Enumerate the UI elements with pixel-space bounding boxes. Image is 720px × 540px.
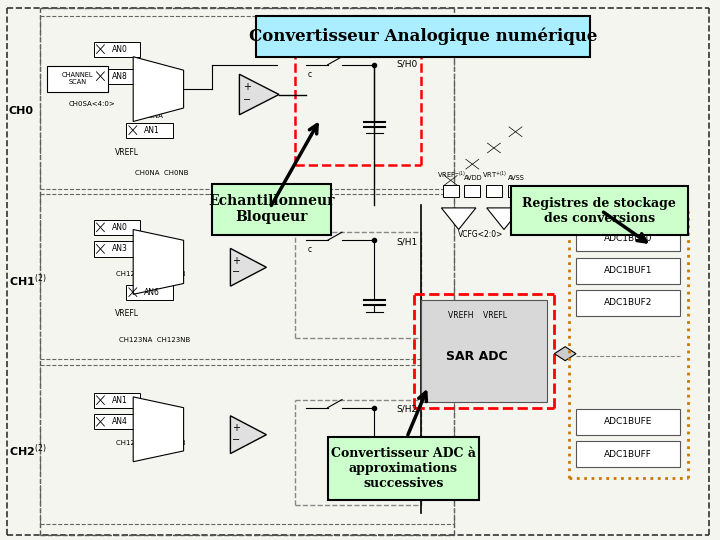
Text: AN0: AN0: [112, 223, 127, 232]
Polygon shape: [441, 208, 476, 230]
Text: ADC1BUF0: ADC1BUF0: [604, 234, 652, 242]
Text: −: −: [232, 267, 240, 277]
Text: SAR ADC: SAR ADC: [446, 350, 508, 363]
Text: AN4: AN4: [112, 417, 127, 426]
Polygon shape: [230, 248, 266, 286]
Text: −: −: [243, 95, 251, 105]
Polygon shape: [239, 75, 279, 115]
Polygon shape: [554, 347, 576, 361]
Bar: [511, 186, 688, 235]
Bar: [576, 409, 680, 435]
Text: VREFH    VREFL: VREFH VREFL: [448, 312, 506, 320]
Bar: [464, 185, 480, 197]
Text: AN8: AN8: [112, 72, 127, 80]
Bar: [212, 184, 331, 235]
Text: AN1: AN1: [112, 396, 127, 404]
Text: ADC1BUF2: ADC1BUF2: [604, 299, 652, 307]
Text: Convertisseur ADC à
approximations
successives: Convertisseur ADC à approximations succe…: [330, 447, 476, 490]
Polygon shape: [133, 230, 184, 294]
Text: VRT$^{+(1)}$: VRT$^{+(1)}$: [482, 170, 508, 181]
Polygon shape: [133, 397, 184, 462]
Text: CSCNA: CSCNA: [139, 113, 163, 119]
Bar: [94, 220, 140, 235]
Bar: [508, 185, 523, 197]
Bar: [328, 437, 479, 500]
Bar: [576, 225, 680, 251]
Text: AN6: AN6: [144, 288, 160, 296]
Polygon shape: [133, 57, 184, 122]
Text: Echantillonneur
Bloqueur: Echantillonneur Bloqueur: [209, 194, 335, 224]
Text: +: +: [243, 83, 251, 92]
Bar: [94, 69, 140, 84]
Text: Convertisseur Analogique numérique: Convertisseur Analogique numérique: [249, 28, 597, 45]
Text: VREFL: VREFL: [115, 309, 139, 318]
Text: S/H0: S/H0: [396, 59, 418, 69]
Polygon shape: [230, 416, 266, 454]
Bar: [421, 300, 547, 402]
Text: CH0SB<4:0>: CH0SB<4:0>: [135, 79, 181, 86]
Text: ADC1BUF1: ADC1BUF1: [604, 266, 652, 275]
Text: CHANNEL
SCAN: CHANNEL SCAN: [62, 72, 93, 85]
Text: AVSS: AVSS: [508, 175, 525, 181]
Text: CH0NA  CH0NB: CH0NA CH0NB: [135, 170, 189, 176]
Bar: [576, 258, 680, 284]
Bar: [94, 42, 140, 57]
Text: AN1: AN1: [144, 126, 160, 134]
Bar: [126, 285, 173, 300]
Bar: [486, 185, 502, 197]
Bar: [576, 441, 680, 467]
Text: Registres de stockage
des conversions: Registres de stockage des conversions: [523, 197, 676, 225]
Bar: [576, 290, 680, 316]
Text: ADC1BUFF: ADC1BUFF: [604, 450, 652, 458]
Text: CH123SA  CH123SB: CH123SA CH123SB: [117, 440, 186, 446]
Text: +: +: [232, 423, 240, 433]
Text: c: c: [307, 70, 312, 79]
Bar: [443, 185, 459, 197]
Bar: [126, 123, 173, 138]
Text: S/H2: S/H2: [397, 405, 418, 414]
Polygon shape: [487, 208, 521, 230]
Text: CH2$^{(2)}$: CH2$^{(2)}$: [9, 443, 46, 459]
Text: −: −: [232, 435, 240, 444]
Text: CH123SA  CH123SB: CH123SA CH123SB: [117, 271, 186, 278]
Bar: [94, 414, 140, 429]
Text: VCFG<2:0>: VCFG<2:0>: [458, 231, 504, 239]
Bar: [94, 393, 140, 408]
Text: AN3: AN3: [112, 245, 127, 253]
Text: +: +: [232, 256, 240, 266]
Text: AVDD: AVDD: [464, 175, 482, 181]
Bar: [256, 16, 590, 57]
Text: CH0: CH0: [9, 106, 34, 116]
Text: AN0: AN0: [112, 45, 127, 53]
Text: VREF$^{-(1)}$: VREF$^{-(1)}$: [437, 170, 466, 181]
Bar: [47, 66, 108, 92]
Text: CH1$^{(2)}$: CH1$^{(2)}$: [9, 273, 46, 289]
Text: S/H1: S/H1: [396, 238, 418, 247]
Bar: [94, 241, 140, 256]
Text: CH0SA<4:0>: CH0SA<4:0>: [68, 100, 115, 107]
Text: VREFL: VREFL: [115, 148, 139, 157]
Text: CH123NA  CH123NB: CH123NA CH123NB: [120, 337, 190, 343]
Text: ADC1BUFE: ADC1BUFE: [604, 417, 652, 426]
Text: c: c: [307, 245, 312, 254]
